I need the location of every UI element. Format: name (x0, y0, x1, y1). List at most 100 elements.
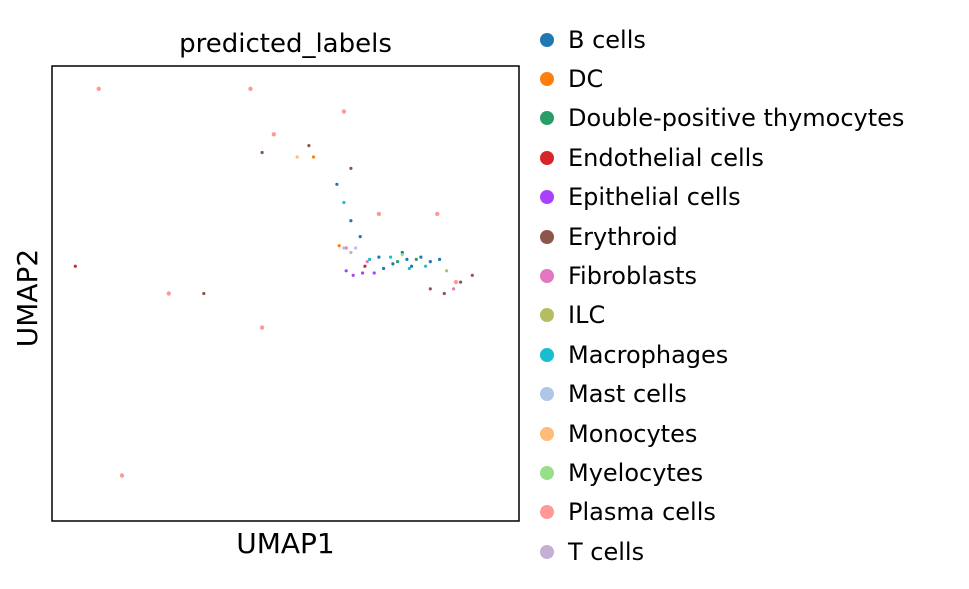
scatter-point (295, 155, 299, 159)
legend-marker (540, 32, 554, 47)
scatter-point (365, 260, 369, 264)
scatter-point (368, 257, 372, 261)
legend-label: Macrophages (568, 340, 729, 369)
legend-marker (540, 387, 554, 402)
legend-item: T cells (540, 532, 904, 571)
scatter-point (382, 266, 386, 271)
legend-item: ILC (540, 296, 904, 335)
scatter-point (452, 287, 456, 291)
scatter-point (166, 291, 171, 296)
scatter-point (344, 269, 348, 273)
scatter-point (337, 244, 341, 248)
scatter-point (96, 86, 101, 92)
scatter-point (248, 86, 253, 92)
scatter-point (400, 250, 404, 255)
legend-label: Endothelial cells (568, 143, 764, 172)
legend-item: Mast cells (540, 375, 904, 414)
scatter-point (377, 255, 381, 259)
y-axis-label: UMAP2 (11, 248, 44, 348)
scatter-point (358, 235, 362, 239)
legend-marker (540, 426, 554, 441)
scatter-point (341, 109, 347, 114)
scatter-point (342, 200, 346, 205)
plot-frame (51, 65, 520, 522)
scatter-point (349, 166, 353, 170)
scatter-point (428, 260, 432, 264)
scatter-point (349, 250, 353, 255)
scatter-point (435, 211, 440, 217)
legend-item: Macrophages (540, 335, 904, 374)
scatter-point (351, 273, 355, 277)
legend-marker (540, 544, 554, 559)
legend-label: Fibroblasts (568, 262, 698, 291)
scatter-point (361, 271, 365, 275)
scatter-point (428, 287, 432, 291)
scatter-point (73, 264, 77, 268)
scatter-point (349, 219, 353, 223)
legend-label: ILC (568, 301, 606, 330)
scatter-point (442, 291, 446, 296)
legend-label: Mast cells (568, 380, 687, 409)
scatter-point (311, 155, 316, 159)
chart-title: predicted_labels (179, 29, 392, 59)
scatter-point (459, 280, 463, 284)
legend-label: Plasma cells (568, 498, 716, 527)
legend-label: Erythroid (568, 222, 678, 251)
scatter-point (424, 264, 428, 268)
legend-label: Epithelial cells (568, 183, 741, 212)
legend-label: DC (568, 65, 604, 94)
legend-marker (540, 111, 554, 126)
scatter-point (396, 260, 400, 264)
scatter-point (405, 257, 409, 261)
legend-label: B cells (568, 25, 646, 54)
scatter-point (414, 257, 418, 261)
legend-label: T cells (568, 537, 645, 566)
legend-marker (540, 347, 554, 362)
legend-marker (540, 72, 554, 87)
scatter-point (389, 255, 393, 259)
legend-label: Myelocytes (568, 458, 704, 487)
scatter-points-layer (73, 86, 474, 478)
legend-marker (540, 150, 554, 165)
legend: B cells DC Double-positive thymocytes Endot… (540, 20, 904, 571)
scatter-point (372, 271, 376, 275)
scatter-point (354, 246, 358, 250)
scatter-point (453, 279, 459, 285)
scatter-point (470, 273, 474, 277)
scatter-point (260, 150, 264, 155)
scatter-point (202, 291, 206, 296)
scatter-point (363, 264, 367, 268)
scatter-point (335, 182, 339, 186)
legend-marker (540, 505, 554, 520)
legend-item: DC (540, 59, 904, 98)
scatter-point (410, 264, 414, 268)
scatter-point (271, 132, 276, 137)
scatter-point (259, 325, 265, 330)
legend-item: Fibroblasts (540, 256, 904, 295)
legend-item: B cells (540, 20, 904, 59)
legend-label: Monocytes (568, 419, 698, 448)
scatter-point (344, 246, 348, 250)
legend-item: Double-positive thymocytes (540, 99, 904, 138)
legend-label: Double-positive thymocytes (568, 104, 905, 133)
legend-marker (540, 229, 554, 244)
legend-item: Myelocytes (540, 453, 904, 492)
scatter-point (342, 246, 346, 250)
legend-marker (540, 190, 554, 205)
legend-item: Erythroid (540, 217, 904, 256)
legend-marker (540, 465, 554, 480)
legend-marker (540, 269, 554, 284)
scatter-point (119, 473, 125, 478)
scatter-point (445, 269, 449, 273)
legend-item: Epithelial cells (540, 178, 904, 217)
legend-item: Plasma cells (540, 493, 904, 532)
legend-item: Endothelial cells (540, 138, 904, 177)
scatter-point (407, 266, 411, 271)
legend-marker (540, 308, 554, 323)
scatter-point (391, 262, 395, 266)
scatter-point (400, 253, 404, 257)
scatter-point (376, 211, 382, 217)
scatter-point (307, 144, 311, 148)
x-axis-label: UMAP1 (236, 527, 335, 560)
